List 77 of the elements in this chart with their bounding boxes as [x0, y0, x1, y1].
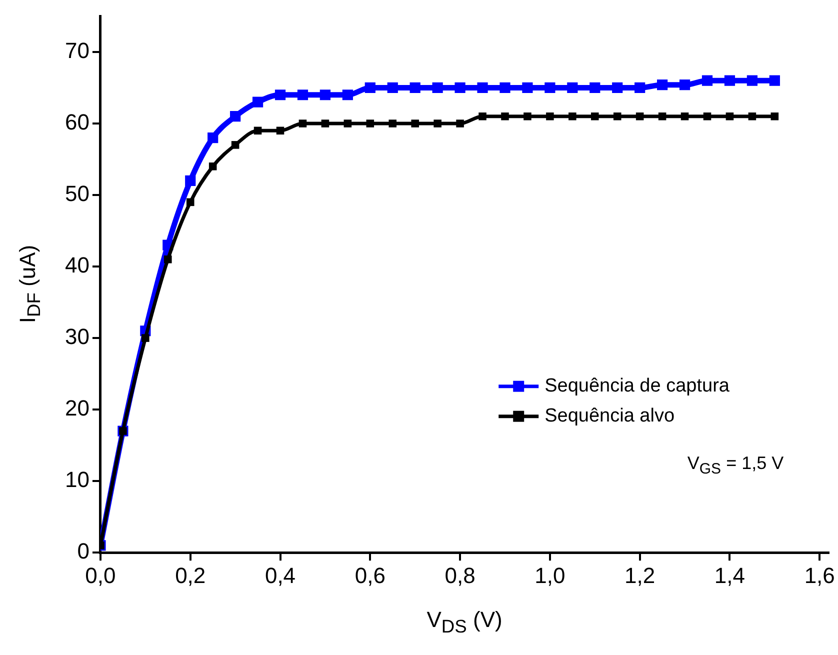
x-axis-title: V$_{DS}$ (V) [426, 607, 502, 638]
point [702, 75, 713, 86]
point [679, 80, 690, 90]
point [320, 90, 331, 100]
point [567, 82, 578, 94]
point [590, 82, 600, 94]
point [500, 82, 510, 94]
point [590, 112, 599, 120]
point [501, 112, 509, 120]
x-tick-label: 0,8 [444, 562, 476, 588]
point [634, 82, 646, 94]
point [276, 126, 284, 135]
y-tick-label: 10 [64, 467, 90, 492]
point [411, 120, 419, 128]
point [454, 82, 466, 94]
x-tick-label: 0,2 [175, 562, 206, 588]
point [522, 82, 533, 94]
point [252, 96, 264, 108]
point [568, 112, 576, 120]
point [387, 82, 398, 94]
point [297, 90, 308, 100]
point [142, 334, 150, 342]
legend-label: Sequência de captura [544, 376, 730, 397]
point [366, 120, 374, 128]
y-tick-label: 20 [64, 396, 90, 421]
point [164, 255, 172, 264]
point [342, 90, 353, 100]
point [410, 82, 420, 94]
point [546, 112, 554, 120]
point [724, 75, 736, 86]
point [658, 112, 666, 120]
annotation: V$_{GS}$ = 1,5 V [687, 452, 784, 478]
x-tick-label: 1,2 [624, 562, 656, 588]
x-tick-label: 0,0 [85, 562, 116, 588]
point [434, 120, 442, 128]
y-tick-label: 30 [64, 324, 90, 350]
point [456, 120, 464, 128]
point [477, 82, 488, 94]
x-tick-label: 1,4 [714, 562, 746, 588]
point [746, 75, 758, 86]
point [680, 112, 689, 120]
point [769, 75, 780, 86]
point [364, 82, 376, 94]
point [748, 112, 756, 120]
legend-label: Sequência alvo [544, 406, 675, 427]
point [208, 162, 217, 170]
point [703, 112, 712, 120]
point [388, 120, 397, 128]
point [636, 112, 644, 120]
point [612, 82, 623, 94]
point [186, 198, 194, 206]
point [321, 120, 330, 128]
y-tick-label: 0 [77, 538, 90, 564]
point [185, 175, 196, 186]
point [274, 90, 286, 100]
x-tick-label: 0,4 [264, 562, 296, 588]
y-tick-label: 70 [64, 38, 90, 64]
point [432, 82, 443, 94]
point [770, 112, 779, 120]
point [298, 120, 307, 128]
x-tick-label: 0,6 [354, 562, 386, 588]
point [231, 141, 240, 149]
point [344, 120, 352, 128]
point [544, 82, 556, 94]
x-tick-label: 1,0 [534, 562, 566, 588]
point [478, 112, 486, 120]
point [726, 112, 734, 120]
y-tick-label: 50 [64, 181, 90, 206]
x-tick-label: 1,6 [804, 562, 835, 588]
point [208, 132, 218, 144]
point [657, 80, 668, 90]
point [254, 126, 262, 135]
y-tick-label: 40 [64, 252, 90, 278]
point [524, 112, 532, 120]
point [613, 112, 622, 120]
point [230, 111, 241, 122]
y-tick-label: 60 [64, 110, 90, 135]
